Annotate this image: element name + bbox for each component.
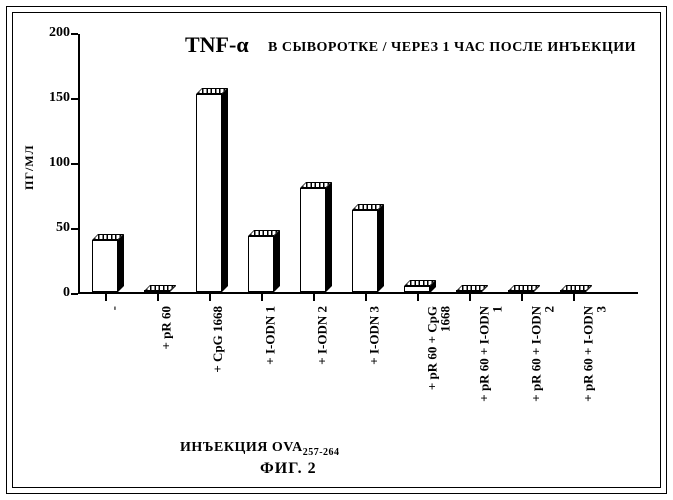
bar [248, 230, 280, 292]
bar-face [92, 240, 118, 292]
xtick [157, 294, 159, 301]
bar-face [300, 188, 326, 292]
bar-face [560, 290, 586, 292]
bar [92, 234, 124, 292]
category-label: + pR 60 [159, 306, 172, 365]
ytick [71, 228, 78, 230]
category-label: - [107, 306, 120, 320]
ytick [71, 33, 78, 35]
category-label: + I-ODN 2 [315, 306, 328, 380]
ytick-label: 50 [30, 220, 70, 236]
category-label: + I-ODN 1 [263, 306, 276, 380]
bar-side [222, 88, 228, 292]
ytick-label: 200 [30, 25, 70, 41]
ytick-label: 150 [30, 90, 70, 106]
xtick [209, 294, 211, 301]
bar [196, 88, 228, 292]
caption-injection: ИНЪЕКЦИЯ OVA257-264 [180, 440, 340, 458]
bar-face [144, 290, 170, 292]
ytick [71, 163, 78, 165]
xtick [261, 294, 263, 301]
bar-side [378, 204, 384, 292]
category-label: + pR 60 + I-ODN 2 [529, 306, 555, 425]
bar [300, 182, 332, 292]
bar [456, 285, 488, 292]
xtick [573, 294, 575, 301]
x-axis [78, 292, 638, 294]
ytick [71, 98, 78, 100]
xtick [313, 294, 315, 301]
y-axis [78, 34, 80, 294]
ytick-label: 100 [30, 155, 70, 171]
bar-face [456, 290, 482, 292]
bar [352, 204, 384, 292]
bar-face [248, 236, 274, 292]
caption-figure: ФИГ. 2 [260, 460, 317, 478]
caption-figure-text: ФИГ. 2 [260, 460, 317, 477]
xtick [521, 294, 523, 301]
xtick [417, 294, 419, 301]
category-label: + pR 60 + I-ODN 3 [581, 306, 607, 425]
category-label: + CpG 1668 [211, 306, 224, 387]
bar [560, 285, 592, 292]
bar [404, 280, 436, 293]
bar [144, 285, 176, 292]
bar-face [352, 210, 378, 292]
caption-injection-prefix: ИНЪЕКЦИЯ OVA [180, 440, 303, 455]
caption-injection-sub: 257-264 [303, 447, 340, 458]
category-label: + pR 60 + CpG 1668 [425, 306, 451, 410]
category-label: + pR 60 + I-ODN 1 [477, 306, 503, 425]
bar-face [196, 94, 222, 292]
xtick [469, 294, 471, 301]
category-label: + I-ODN 3 [367, 306, 380, 380]
xtick [365, 294, 367, 301]
bar-side [326, 182, 332, 292]
ytick-label: 0 [30, 285, 70, 301]
bar [508, 285, 540, 292]
bar-side [118, 234, 124, 292]
plot-area [78, 34, 638, 294]
bar-side [274, 230, 280, 292]
ytick [71, 293, 78, 295]
bar-face [508, 290, 534, 292]
bar-face [404, 286, 430, 293]
xtick [105, 294, 107, 301]
